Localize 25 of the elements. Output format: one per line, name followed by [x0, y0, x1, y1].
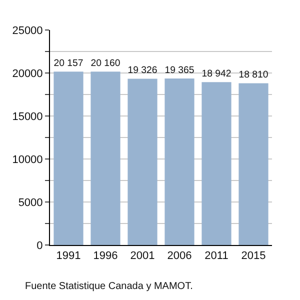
y-tick-label: 10000 — [12, 154, 43, 166]
y-tick-label: 25000 — [12, 24, 43, 37]
x-tick-label: 1991 — [56, 250, 81, 262]
data-label: 19 326 — [128, 65, 158, 76]
data-label: 20 157 — [54, 58, 84, 70]
x-tick-label: 2011 — [204, 250, 228, 262]
y-tick-label: 0 — [36, 240, 43, 252]
bar — [164, 78, 194, 245]
bar — [54, 72, 84, 245]
source-note: Fuente Statistique Canada y MAMOT. — [25, 281, 193, 292]
data-label: 18 942 — [202, 68, 232, 80]
x-tick-label: 2015 — [241, 250, 266, 262]
y-tick-label: 20000 — [12, 68, 43, 80]
x-tick-label: 2001 — [130, 250, 155, 262]
bar — [128, 78, 158, 245]
x-tick-label: 2006 — [167, 250, 192, 262]
data-label: 19 365 — [164, 64, 194, 76]
data-label: 20 160 — [90, 58, 120, 69]
y-tick-label: 15000 — [12, 110, 43, 123]
bar — [238, 83, 268, 245]
x-tick-label: 1996 — [93, 250, 118, 262]
y-tick-label: 5000 — [18, 196, 43, 209]
data-label: 18 810 — [238, 70, 268, 81]
bar — [202, 82, 232, 245]
bar — [90, 72, 120, 245]
